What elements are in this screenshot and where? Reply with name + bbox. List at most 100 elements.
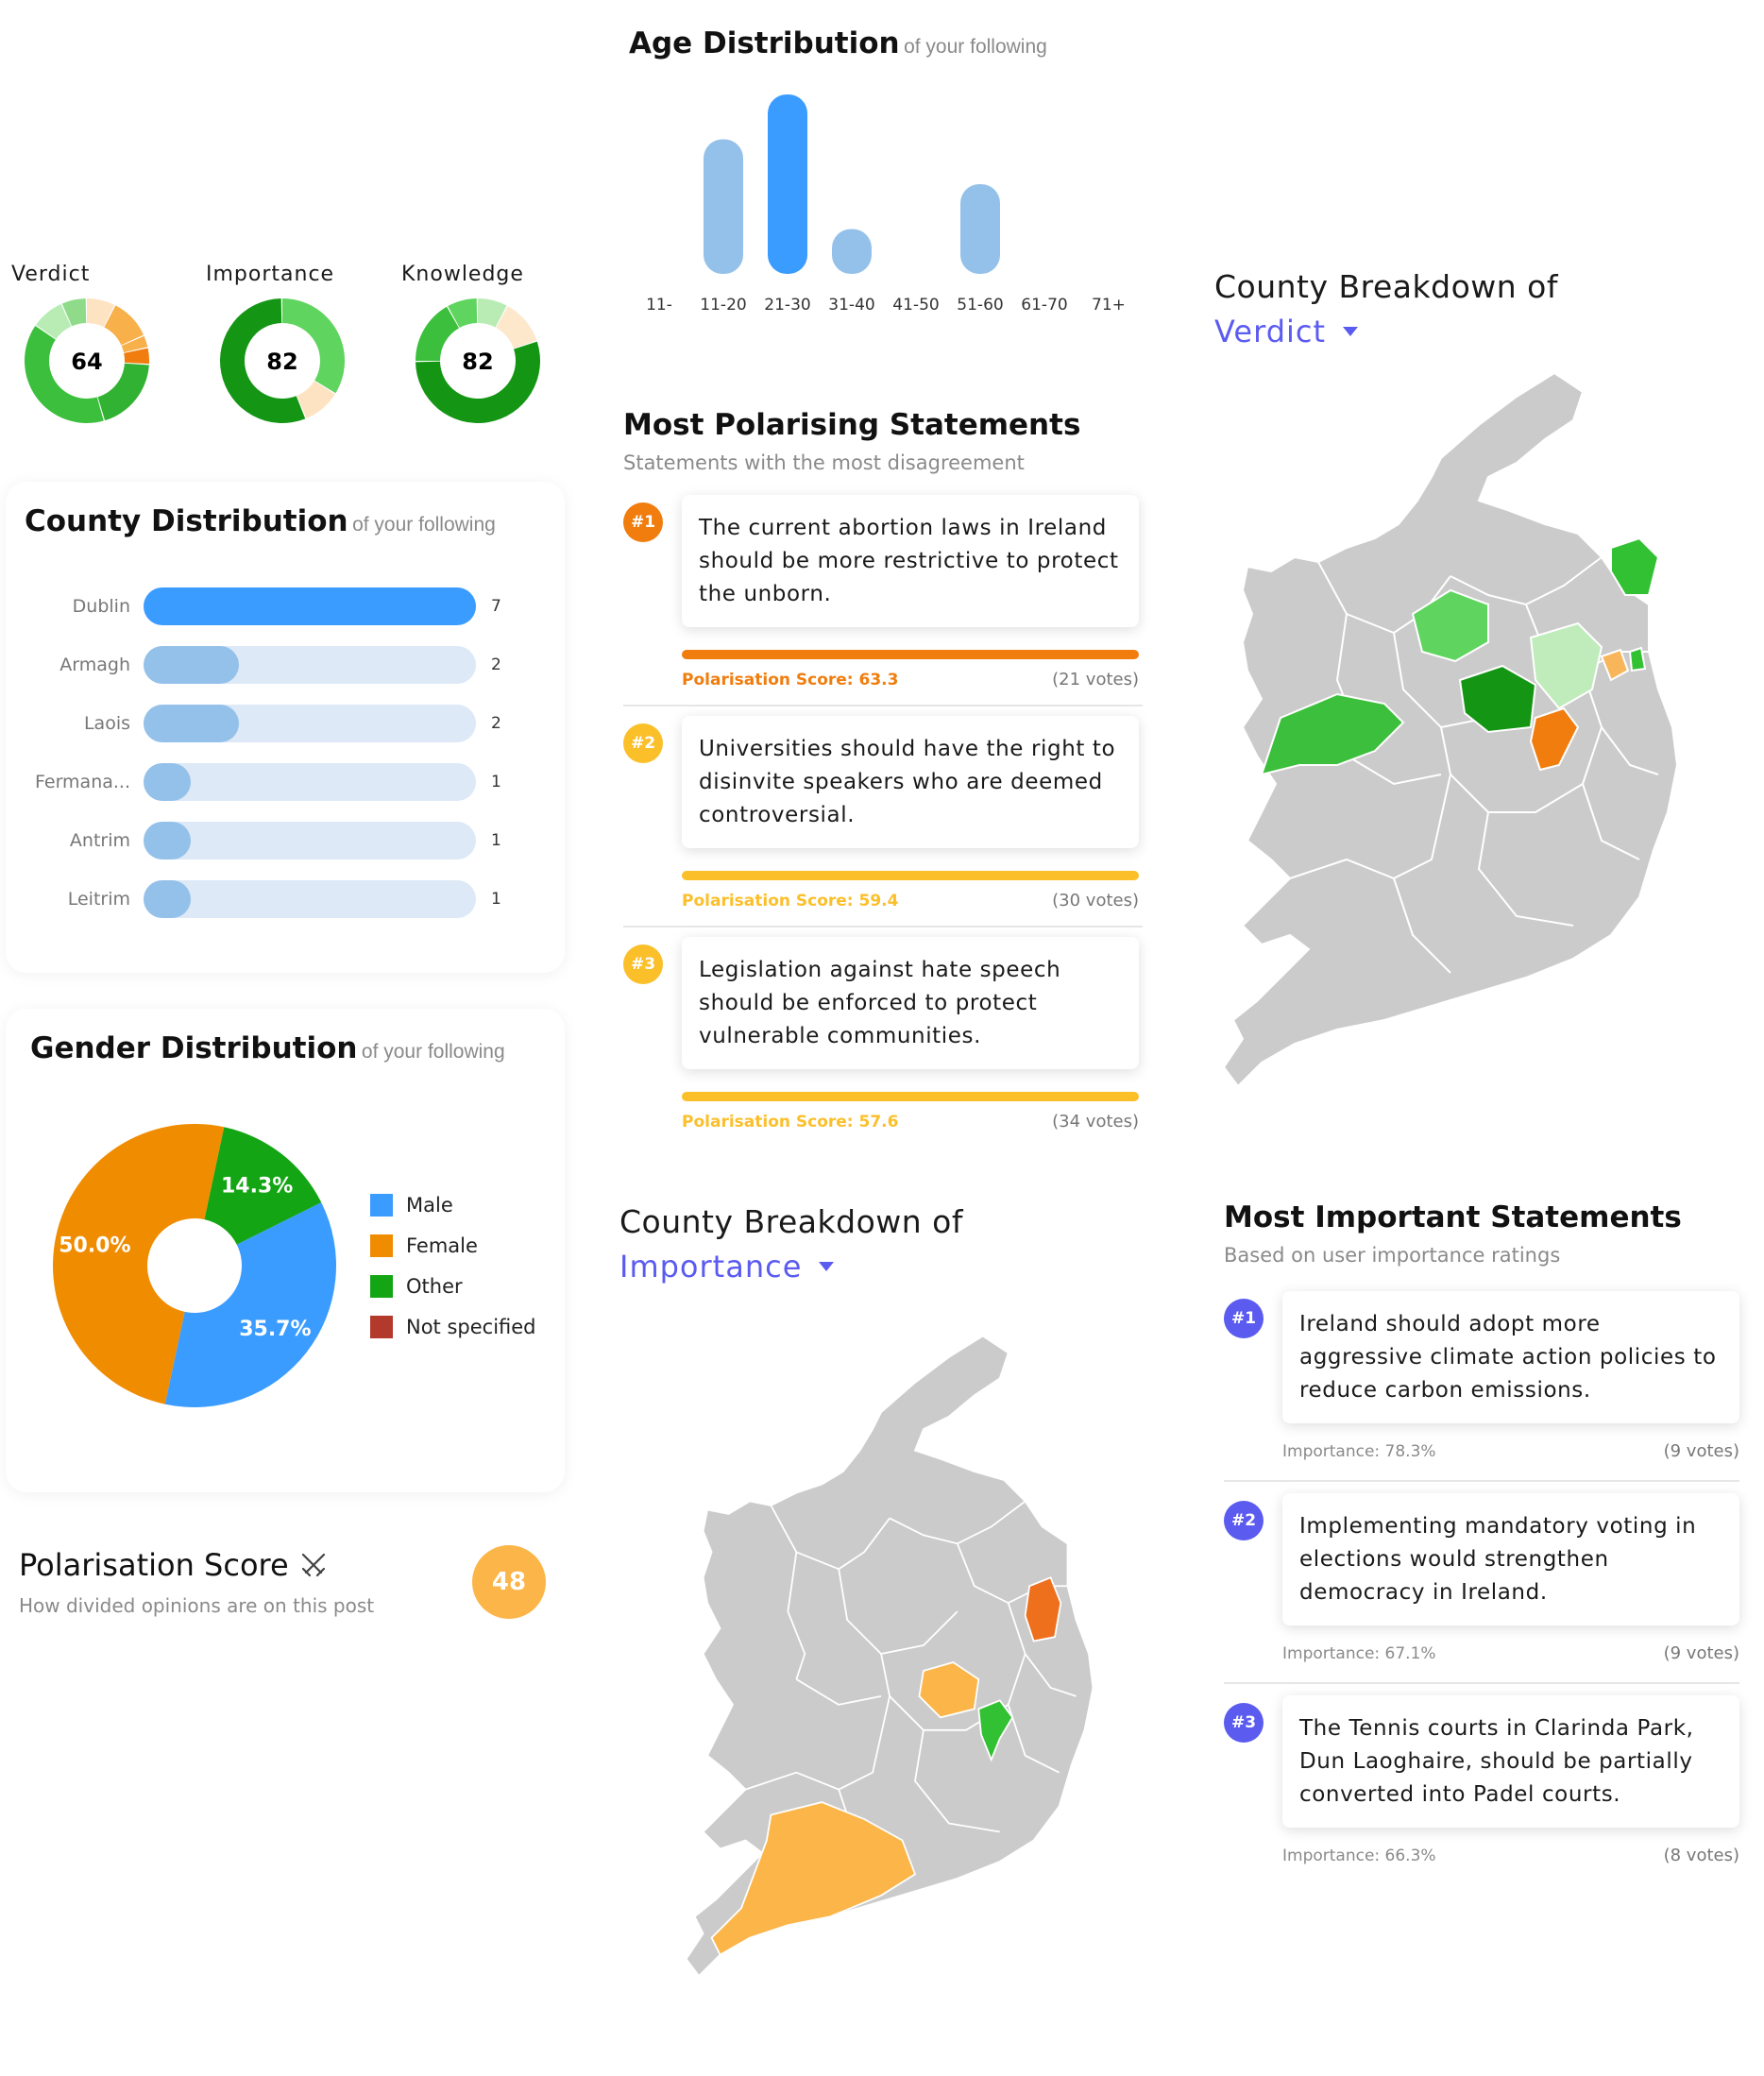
gauge-knowledge (416, 298, 540, 423)
polarisation-score-section: Polarisation Score How divided opinions … (0, 1530, 567, 1634)
gauge-charts: 64 82 82 (24, 298, 540, 423)
polarisation-score-bar (682, 871, 1139, 880)
rank-badge: #2 (1224, 1501, 1264, 1540)
county-galway (1260, 692, 1405, 776)
ireland-map-verdict (1222, 371, 1679, 1088)
age-bar (704, 139, 743, 274)
gauge-segment (124, 348, 149, 365)
statement-card[interactable]: The current abortion laws in Ireland sho… (682, 495, 1139, 627)
age-bar (768, 94, 807, 274)
gender-slice-label: 50.0% (59, 1234, 130, 1257)
age-distribution: Age Distribution of your following 11- 11… (623, 19, 1152, 321)
statement-card[interactable]: Ireland should adopt more aggressive cli… (1282, 1291, 1739, 1423)
county-dist-title: County Distribution (25, 504, 348, 538)
polarisation-score-value: 48 (491, 1568, 527, 1596)
gender-slice-label: 35.7% (239, 1318, 311, 1341)
divider (1224, 1480, 1739, 1482)
breakdown-verdict-dropdown[interactable]: Verdict (1214, 314, 1359, 349)
polarising-title: Most Polarising Statements (623, 408, 1081, 442)
gender-slice (164, 1202, 336, 1407)
rank-badge: #3 (623, 944, 663, 984)
statement-card[interactable]: Legislation against hate speech should b… (682, 937, 1139, 1069)
legend-item: Female (370, 1234, 478, 1257)
breakdown-importance-dropdown[interactable]: Importance (619, 1249, 835, 1285)
polarisation-score-text: Polarisation Score: 63.3 (682, 671, 899, 689)
county-row-name: Dublin (72, 596, 130, 617)
statement-card[interactable]: Universities should have the right to di… (682, 716, 1139, 848)
chevron-down-icon (1343, 327, 1359, 336)
age-tick-label: 11-20 (700, 296, 746, 315)
statement-card[interactable]: The Tennis courts in Clarinda Park, Dun … (1282, 1695, 1739, 1828)
gauge-segment (97, 363, 149, 421)
legend-swatch (370, 1194, 393, 1217)
gauge-importance (220, 298, 345, 423)
legend-item: Male (370, 1194, 453, 1217)
county-row-count: 2 (491, 714, 501, 733)
county-bar-track (144, 763, 476, 801)
important-statements-card: Most Important Statements Based on user … (1197, 1176, 1760, 1894)
breakdown-verdict-selected: Verdict (1214, 314, 1327, 349)
county-bar (144, 880, 192, 918)
age-tick-label: 61-70 (1021, 296, 1067, 315)
county-row-name: Fermana... (34, 772, 130, 792)
county-laois (918, 1661, 980, 1719)
county-row-count: 7 (491, 597, 501, 616)
gauge-segment (478, 298, 507, 328)
gauge-label-importance: Importance (206, 263, 335, 286)
gender-slice (53, 1124, 225, 1404)
legend-swatch (370, 1316, 393, 1338)
county-fingal (1628, 646, 1647, 672)
age-tick-label: 11- (646, 296, 672, 315)
important-subtitle: Based on user importance ratings (1224, 1244, 1561, 1267)
county-kildare (1529, 706, 1580, 772)
age-bar (960, 184, 1000, 274)
gauge-segment (496, 306, 537, 349)
legend-item: Other (370, 1275, 463, 1298)
ireland-map-importance (685, 1335, 1094, 1978)
breakdown-verdict-title: County Breakdown of (1214, 268, 1558, 305)
age-tick-label: 31-40 (828, 296, 874, 315)
age-tick-label: 21-30 (764, 296, 810, 315)
votes-count: (21 votes) (1052, 670, 1139, 689)
county-louth (1610, 536, 1660, 596)
county-bar (144, 705, 239, 742)
gauge-segment (416, 306, 460, 361)
polarisation-score-bar (682, 650, 1139, 659)
gauge-verdict (24, 298, 149, 423)
county-dublin (1024, 1576, 1062, 1642)
legend-item: Not specified (370, 1316, 536, 1338)
county-meath (1529, 621, 1603, 710)
age-subtitle: of your following (904, 36, 1047, 58)
importance-text: Importance: 66.3% (1282, 1846, 1436, 1865)
gauge-value-knowledge: 82 (462, 349, 493, 375)
crossed-swords-icon (301, 1553, 325, 1577)
age-tick-label: 41-50 (892, 296, 939, 315)
gender-title: Gender Distribution (30, 1031, 358, 1065)
gender-pie-chart: 14.3% 35.7% 50.0% (53, 1124, 336, 1407)
gauge-segment (416, 341, 540, 423)
gauges-row: Verdict Importance Knowledge 64 82 82 (0, 253, 567, 442)
county-bar-track (144, 880, 476, 918)
gender-subtitle: of your following (361, 1041, 505, 1063)
divider (1224, 1682, 1739, 1684)
legend-swatch (370, 1275, 393, 1298)
rank-badge: #3 (1224, 1703, 1264, 1743)
county-bar (144, 646, 239, 684)
votes-count: (9 votes) (1663, 1643, 1739, 1663)
statement-card[interactable]: Implementing mandatory voting in electio… (1282, 1493, 1739, 1625)
breakdown-importance-selected: Importance (619, 1249, 803, 1285)
votes-count: (34 votes) (1052, 1112, 1139, 1132)
county-dist-subtitle: of your following (352, 514, 496, 536)
rank-badge: #2 (623, 723, 663, 763)
county-dublin (1600, 648, 1630, 682)
polarising-subtitle: Statements with the most disagreement (623, 451, 1025, 474)
age-chart: 11- 11-20 21-30 31-40 41-50 51-60 61-70 71+ (646, 94, 1126, 315)
county-row-name: Leitrim (67, 889, 130, 910)
polarisation-score-bar (682, 1092, 1139, 1101)
gauge-segment (448, 298, 478, 328)
gender-distribution-card: Gender Distribution of your following 14… (6, 1009, 565, 1492)
gauge-segment (104, 305, 144, 346)
county-row-name: Laois (83, 713, 130, 734)
legend-label: Not specified (406, 1316, 536, 1338)
divider (623, 926, 1143, 927)
